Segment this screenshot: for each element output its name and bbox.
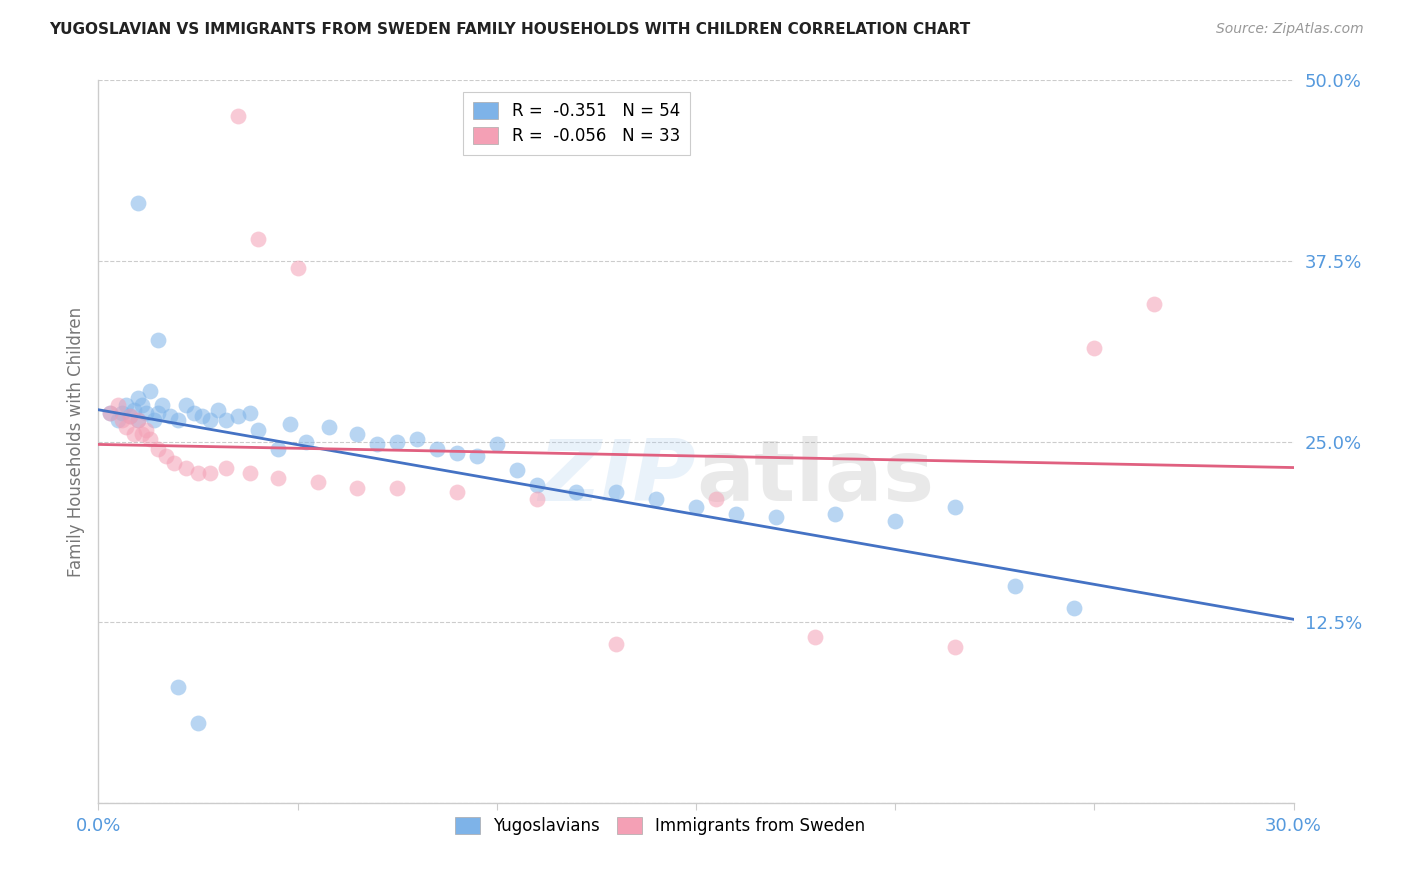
Point	[120, 409, 142, 423]
Point	[167, 413, 190, 427]
Point	[884, 514, 907, 528]
Point	[724, 507, 747, 521]
Point	[148, 334, 170, 348]
Point	[704, 492, 727, 507]
Point	[120, 409, 142, 423]
Point	[685, 500, 707, 514]
Point	[526, 492, 548, 507]
Point	[148, 406, 170, 420]
Point	[565, 485, 588, 500]
Point	[124, 402, 146, 417]
Point	[426, 442, 449, 456]
Point	[294, 434, 316, 449]
Point	[107, 413, 129, 427]
Point	[131, 398, 153, 412]
Point	[167, 680, 190, 694]
Point	[406, 432, 429, 446]
Point	[446, 485, 468, 500]
Point	[485, 437, 508, 451]
Point	[135, 406, 157, 420]
Point	[824, 507, 846, 521]
Text: ZIP: ZIP	[538, 436, 696, 519]
Point	[155, 449, 177, 463]
Point	[506, 463, 529, 477]
Point	[111, 406, 134, 420]
Point	[226, 409, 249, 423]
Point	[465, 449, 488, 463]
Point	[943, 640, 966, 654]
Point	[174, 460, 197, 475]
Point	[198, 467, 221, 481]
Text: YUGOSLAVIAN VS IMMIGRANTS FROM SWEDEN FAMILY HOUSEHOLDS WITH CHILDREN CORRELATIO: YUGOSLAVIAN VS IMMIGRANTS FROM SWEDEN FA…	[49, 22, 970, 37]
Point	[267, 470, 290, 484]
Point	[1083, 341, 1105, 355]
Point	[198, 413, 221, 427]
Point	[127, 196, 149, 211]
Point	[385, 481, 409, 495]
Point	[239, 467, 262, 481]
Point	[346, 427, 368, 442]
Point	[127, 413, 149, 427]
Point	[107, 398, 129, 412]
Point	[174, 398, 197, 412]
Point	[385, 434, 409, 449]
Point	[143, 413, 166, 427]
Text: Source: ZipAtlas.com: Source: ZipAtlas.com	[1216, 22, 1364, 37]
Point	[605, 637, 627, 651]
Point	[191, 409, 214, 423]
Point	[148, 442, 170, 456]
Point	[215, 413, 238, 427]
Point	[111, 413, 134, 427]
Point	[187, 716, 209, 731]
Point	[804, 630, 827, 644]
Point	[135, 423, 157, 437]
Point	[139, 432, 162, 446]
Point	[239, 406, 262, 420]
Point	[278, 417, 301, 432]
Point	[1063, 600, 1085, 615]
Point	[98, 406, 122, 420]
Point	[98, 406, 122, 420]
Point	[115, 420, 138, 434]
Point	[1143, 297, 1166, 311]
Point	[159, 409, 181, 423]
Point	[183, 406, 205, 420]
Point	[150, 398, 173, 412]
Point	[187, 467, 209, 481]
Point	[115, 398, 138, 412]
Point	[446, 446, 468, 460]
Point	[131, 427, 153, 442]
Point	[207, 402, 229, 417]
Point	[605, 485, 627, 500]
Point	[139, 384, 162, 398]
Point	[346, 481, 368, 495]
Point	[246, 232, 269, 246]
Point	[645, 492, 668, 507]
Point	[366, 437, 388, 451]
Point	[163, 456, 186, 470]
Y-axis label: Family Households with Children: Family Households with Children	[66, 307, 84, 576]
Point	[287, 261, 309, 276]
Point	[246, 423, 269, 437]
Point	[127, 391, 149, 405]
Text: atlas: atlas	[696, 436, 934, 519]
Point	[526, 478, 548, 492]
Point	[765, 509, 787, 524]
Legend: Yugoslavians, Immigrants from Sweden: Yugoslavians, Immigrants from Sweden	[446, 807, 875, 845]
Point	[307, 475, 329, 489]
Point	[226, 110, 249, 124]
Point	[267, 442, 290, 456]
Point	[215, 460, 238, 475]
Point	[124, 427, 146, 442]
Point	[1004, 579, 1026, 593]
Point	[318, 420, 340, 434]
Point	[943, 500, 966, 514]
Point	[127, 413, 149, 427]
